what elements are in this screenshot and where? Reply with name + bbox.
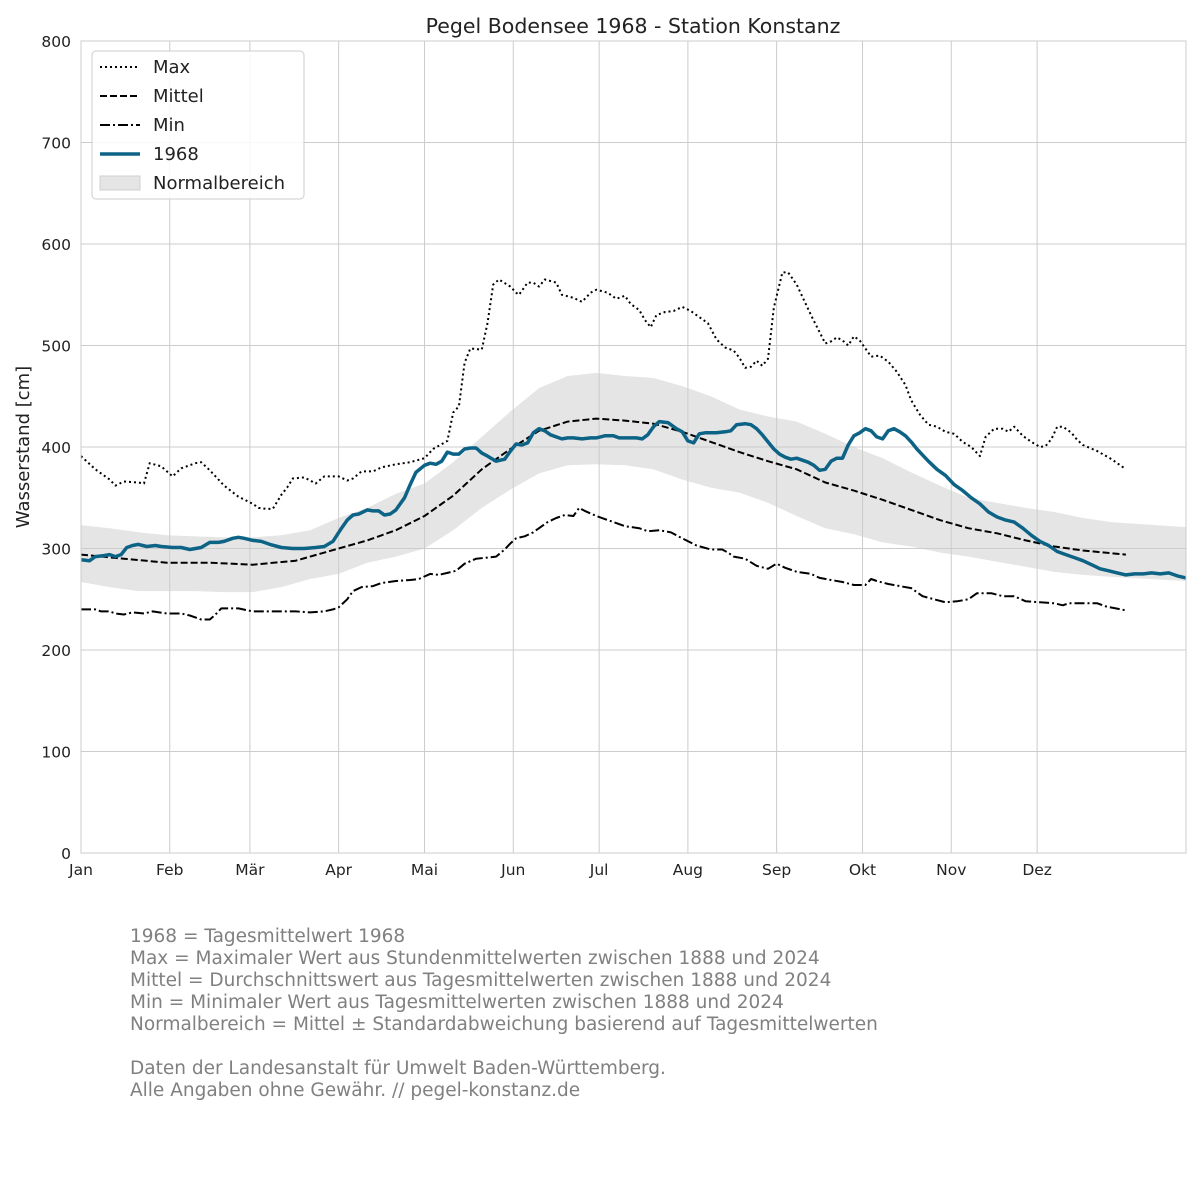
note-line: Min = Minimaler Wert aus Tagesmittelwert… <box>130 992 784 1013</box>
x-tick-label: Nov <box>936 861 966 879</box>
explanation-notes: 1968 = Tagesmittelwert 1968 Max = Maxima… <box>130 926 878 1102</box>
y-tick-label: 100 <box>41 744 71 762</box>
note-line: Max = Maximaler Wert aus Stundenmittelwe… <box>130 948 820 969</box>
x-tick-label: Dez <box>1022 861 1052 879</box>
legend-label: Normalbereich <box>153 173 285 194</box>
chart-title: Pegel Bodensee 1968 - Station Konstanz <box>426 14 841 38</box>
water-level-chart: Pegel Bodensee 1968 - Station Konstanz 0… <box>13 14 1187 879</box>
x-tick-label: Sep <box>762 861 791 879</box>
x-tick-label: Aug <box>673 861 703 879</box>
x-tick-label: Mär <box>235 861 265 879</box>
plot-frame <box>80 40 1187 854</box>
note-line: Mittel = Durchschnittswert aus Tagesmitt… <box>130 970 832 991</box>
x-tick-label: Okt <box>849 861 876 879</box>
y-axis-label: Wasserstand [cm] <box>13 366 34 528</box>
series-line-min <box>81 506 1127 621</box>
y-tick-label: 700 <box>41 135 71 153</box>
x-tick-label: Jan <box>68 861 93 879</box>
legend-label: Mittel <box>153 86 204 107</box>
plot-area: 0 100 200 300 400 500 600 700 800 Jan Feb Mär Apr Mai… <box>41 33 1187 879</box>
legend-label: Min <box>153 115 185 136</box>
legend: Max Mittel Min 1968 Normalbereich <box>91 50 305 200</box>
series-line-1968 <box>80 419 1187 580</box>
y-tick-label: 300 <box>41 541 71 559</box>
legend-box <box>91 50 305 200</box>
note-line: Normalbereich = Mittel ± Standardabweich… <box>130 1014 878 1035</box>
note-line: 1968 = Tagesmittelwert 1968 <box>130 926 406 947</box>
x-tick-label: Feb <box>156 861 183 879</box>
x-tick-label: Jul <box>589 861 609 879</box>
source-line: Daten der Landesanstalt für Umwelt Baden… <box>130 1058 666 1079</box>
x-tick-label: Jun <box>500 861 525 879</box>
y-tick-label: 600 <box>41 236 71 254</box>
legend-label: Max <box>153 57 191 78</box>
y-tick-label: 800 <box>41 33 71 51</box>
y-tick-label: 200 <box>41 642 71 660</box>
legend-swatch-normalbereich <box>99 175 141 191</box>
normalbereich-band <box>81 372 1186 593</box>
x-tick-label: Mai <box>411 861 438 879</box>
y-tick-label: 500 <box>41 338 71 356</box>
legend-label: 1968 <box>153 144 199 165</box>
x-tick-label: Apr <box>325 861 352 879</box>
source-line: Alle Angaben ohne Gewähr. // pegel-konst… <box>130 1080 581 1101</box>
y-tick-label: 0 <box>61 845 71 863</box>
y-tick-label: 400 <box>41 439 71 457</box>
